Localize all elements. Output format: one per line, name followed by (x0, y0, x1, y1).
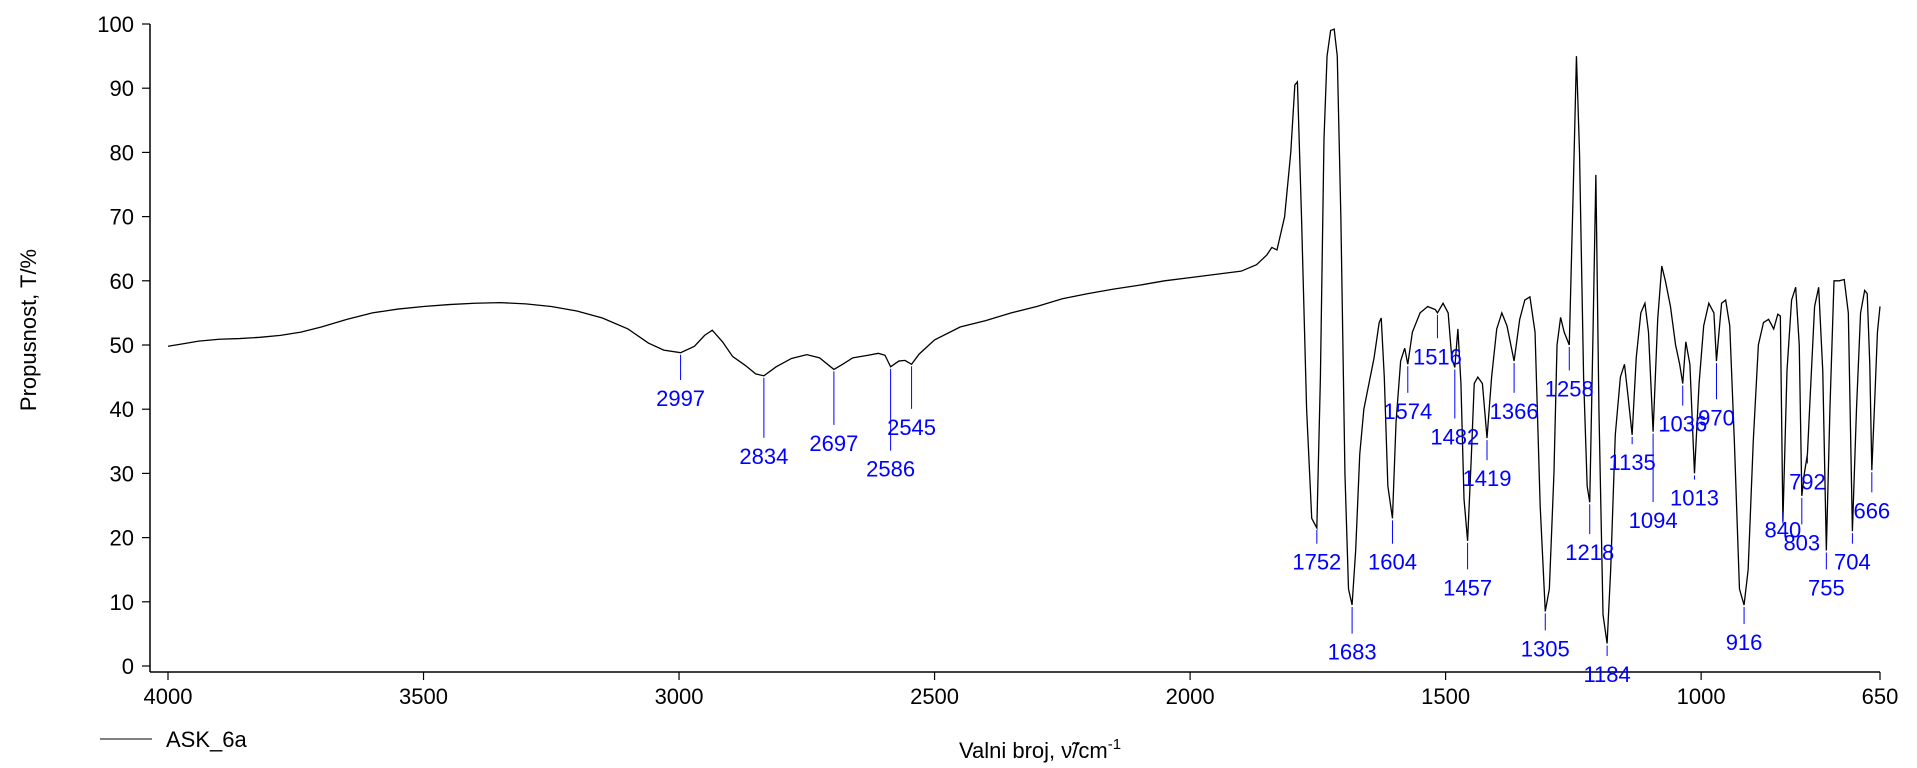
peak-label: 1135 (1608, 450, 1655, 475)
y-tick-label: 40 (110, 397, 134, 422)
peak-label: 840 (1765, 518, 1802, 543)
peak-label: 1036 (1658, 412, 1707, 437)
x-tick-label: 4000 (144, 684, 193, 709)
peak-label: 1752 (1292, 550, 1341, 575)
peak-label: 1258 (1545, 376, 1594, 401)
x-axis-title: Valni broj, ν̃/cm-1 (959, 736, 1121, 763)
x-tick-label: 650 (1862, 684, 1899, 709)
y-tick-label: 0 (122, 654, 134, 679)
x-tick-label: 3500 (399, 684, 448, 709)
peak-label: 1013 (1670, 486, 1719, 511)
peak-label: 1094 (1629, 508, 1678, 533)
x-tick-label: 3000 (655, 684, 704, 709)
peak-label: 704 (1834, 550, 1871, 575)
peak-label: 1683 (1328, 640, 1377, 665)
y-tick-label: 80 (110, 140, 134, 165)
peak-annotations: 2997 2834 2697 2586 2545 1752 1683 1604 1574 1516… (656, 314, 1890, 687)
y-tick-label: 30 (110, 461, 134, 486)
y-tick-label: 90 (110, 76, 134, 101)
peak-label: 1604 (1368, 550, 1417, 575)
x-tick-label: 2500 (910, 684, 959, 709)
x-axis-title-text: Valni broj, ν̃/cm (959, 738, 1108, 763)
legend: ASK_6a (100, 727, 247, 752)
y-tick-label: 20 (110, 526, 134, 551)
peak-label: 1184 (1583, 662, 1630, 687)
peak-label: 1419 (1463, 466, 1512, 491)
peak-label: 916 (1726, 630, 1763, 655)
y-ticks: 0 10 20 30 40 50 60 70 80 90 100 (97, 12, 150, 679)
peak-label: 2545 (887, 415, 936, 440)
y-tick-label: 70 (110, 205, 134, 230)
y-tick-label: 50 (110, 333, 134, 358)
series-line-ask-6a (167, 28, 1881, 644)
legend-label: ASK_6a (166, 727, 247, 752)
axes (149, 24, 1880, 673)
x-tick-label: 1000 (1677, 684, 1726, 709)
peak-label: 1305 (1521, 636, 1570, 661)
x-tick-label: 2000 (1166, 684, 1215, 709)
peak-label: 1516 (1413, 344, 1462, 369)
y-tick-label: 60 (110, 269, 134, 294)
y-axis-title: Propusnost, T/% (16, 249, 41, 411)
peak-label: 1218 (1565, 540, 1614, 565)
peak-label: 2697 (809, 431, 858, 456)
peak-label: 755 (1808, 575, 1845, 600)
peak-label: 1366 (1490, 399, 1539, 424)
peak-label: 2997 (656, 386, 705, 411)
peak-label: 2834 (739, 444, 788, 469)
x-axis-title-superscript: -1 (1108, 736, 1121, 753)
peak-label: 1574 (1383, 399, 1432, 424)
peak-label: 1482 (1430, 425, 1479, 450)
peak-label: 792 (1789, 469, 1826, 494)
peak-label: 970 (1698, 405, 1735, 430)
y-tick-label: 100 (97, 12, 134, 37)
peak-label: 803 (1783, 530, 1820, 555)
peak-label: 1457 (1443, 575, 1492, 600)
y-tick-label: 10 (110, 590, 134, 615)
x-tick-label: 1500 (1421, 684, 1470, 709)
peak-label: 2586 (866, 457, 915, 482)
peak-label: 666 (1853, 498, 1890, 523)
x-ticks: 4000 3500 3000 2500 2000 1500 1000 650 (144, 672, 1899, 709)
